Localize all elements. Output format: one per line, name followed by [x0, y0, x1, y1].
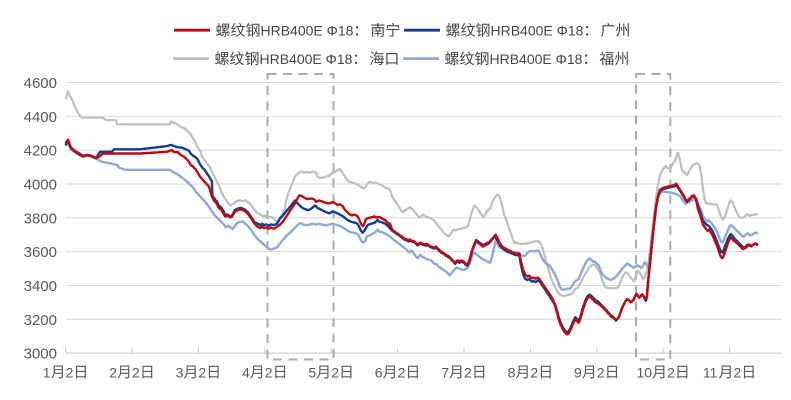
svg-text:2: 2 — [597, 364, 605, 380]
svg-text:3400: 3400 — [24, 278, 57, 295]
svg-text:4600: 4600 — [24, 75, 57, 92]
svg-text:HRB400E Φ18: HRB400E Φ18 — [491, 23, 584, 39]
svg-text:9: 9 — [574, 364, 582, 380]
svg-text:2: 2 — [265, 364, 273, 380]
svg-text:2: 2 — [398, 364, 406, 380]
svg-text:5: 5 — [308, 364, 316, 380]
svg-text:HRB400E Φ18: HRB400E Φ18 — [490, 51, 583, 67]
svg-text:HRB400E Φ18: HRB400E Φ18 — [261, 23, 354, 39]
svg-text:3600: 3600 — [24, 244, 57, 261]
svg-text:2: 2 — [109, 364, 117, 380]
svg-text:6: 6 — [375, 364, 383, 380]
svg-text:10: 10 — [637, 364, 653, 380]
svg-text:2: 2 — [132, 364, 140, 380]
svg-text:8: 8 — [508, 364, 516, 380]
svg-text:3: 3 — [176, 364, 184, 380]
svg-text:2: 2 — [667, 364, 675, 380]
svg-text:3200: 3200 — [24, 312, 57, 329]
svg-text:3000: 3000 — [24, 346, 57, 363]
svg-text:2: 2 — [198, 364, 206, 380]
svg-text:4: 4 — [242, 364, 250, 380]
svg-text:7: 7 — [441, 364, 449, 380]
svg-text:4200: 4200 — [24, 143, 57, 160]
svg-text:2: 2 — [66, 364, 74, 380]
svg-text:11: 11 — [703, 364, 718, 380]
svg-text:1: 1 — [43, 364, 51, 380]
svg-text:2: 2 — [530, 364, 538, 380]
svg-text:2: 2 — [734, 364, 742, 380]
svg-text:HRB400E Φ18: HRB400E Φ18 — [260, 51, 353, 67]
svg-text:4400: 4400 — [24, 109, 57, 126]
svg-text:3800: 3800 — [24, 210, 57, 227]
svg-text:2: 2 — [331, 364, 339, 380]
svg-text:2: 2 — [464, 364, 472, 380]
svg-text:4000: 4000 — [24, 177, 57, 194]
